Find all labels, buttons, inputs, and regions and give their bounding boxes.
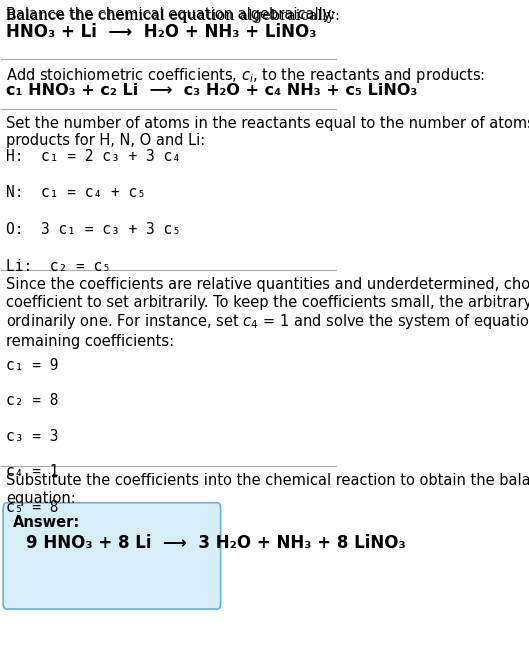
- Text: c₁ HNO₃ + c₂ Li  ⟶  c₃ H₂O + c₄ NH₃ + c₅ LiNO₃: c₁ HNO₃ + c₂ Li ⟶ c₃ H₂O + c₄ NH₃ + c₅ L…: [6, 83, 418, 98]
- Text: O:  3 c₁ = c₃ + 3 c₅: O: 3 c₁ = c₃ + 3 c₅: [6, 222, 181, 237]
- Text: Answer:: Answer:: [13, 515, 80, 530]
- Text: Substitute the coefficients into the chemical reaction to obtain the balanced
eq: Substitute the coefficients into the che…: [6, 474, 529, 506]
- Text: Balance the chemical equation algebraically:: Balance the chemical equation algebraica…: [6, 7, 336, 23]
- Text: N:  c₁ = c₄ + c₅: N: c₁ = c₄ + c₅: [6, 186, 147, 201]
- Text: Since the coefficients are relative quantities and underdetermined, choose a
coe: Since the coefficients are relative quan…: [6, 277, 529, 349]
- Text: H:  c₁ = 2 c₃ + 3 c₄: H: c₁ = 2 c₃ + 3 c₄: [6, 149, 181, 164]
- Text: c₅ = 8: c₅ = 8: [6, 499, 59, 514]
- Text: Add stoichiometric coefficients, $c_i$, to the reactants and products:: Add stoichiometric coefficients, $c_i$, …: [6, 66, 486, 85]
- Text: c₄ = 1: c₄ = 1: [6, 464, 59, 479]
- Text: c₂ = 8: c₂ = 8: [6, 393, 59, 408]
- Text: c₁ = 9: c₁ = 9: [6, 358, 59, 373]
- Text: HNO₃ + Li  ⟶  H₂O + NH₃ + LiNO₃: HNO₃ + Li ⟶ H₂O + NH₃ + LiNO₃: [6, 23, 317, 41]
- Text: 9 HNO₃ + 8 Li  ⟶  3 H₂O + NH₃ + 8 LiNO₃: 9 HNO₃ + 8 Li ⟶ 3 H₂O + NH₃ + 8 LiNO₃: [25, 534, 405, 552]
- Text: c₃ = 3: c₃ = 3: [6, 429, 59, 444]
- FancyBboxPatch shape: [3, 503, 221, 609]
- Text: Balance the chemical equation algebraically:: Balance the chemical equation algebraica…: [6, 9, 340, 23]
- Text: Set the number of atoms in the reactants equal to the number of atoms in the
pro: Set the number of atoms in the reactants…: [6, 116, 529, 148]
- Text: Li:  c₂ = c₅: Li: c₂ = c₅: [6, 259, 112, 274]
